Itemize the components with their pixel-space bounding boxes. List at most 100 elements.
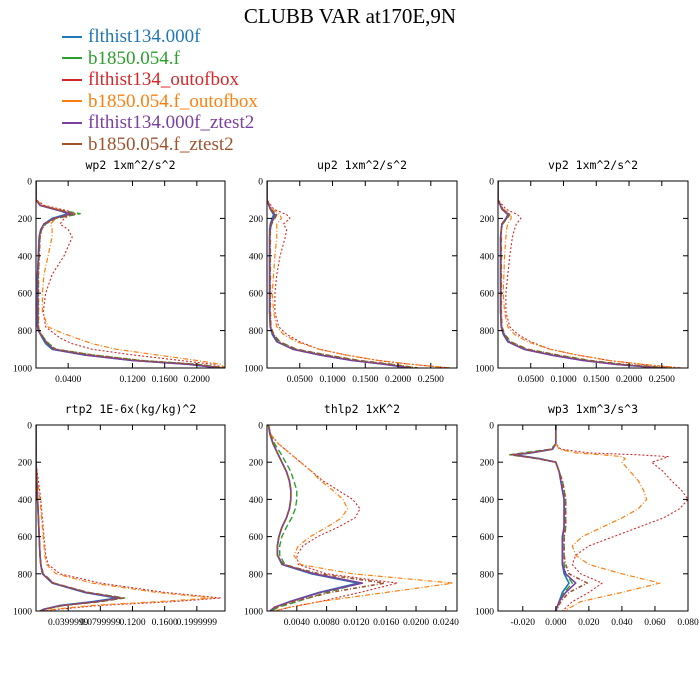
x-tick-label: 0.2000 [184, 375, 210, 385]
legend-label: b1850.054.f_outofbox [88, 90, 258, 112]
legend-swatch [62, 121, 82, 124]
series-line-flthist134.000f [36, 181, 222, 368]
x-tick-label: 0.0040 [284, 618, 310, 628]
legend-swatch [62, 35, 82, 38]
y-tick-label: 200 [480, 215, 495, 225]
x-tick-label: 0.0200 [403, 618, 429, 628]
chart-panel: up2 1xm^2/s^2 0.0500 0.1000 0.1500 0.2000 0.2… [244, 158, 458, 385]
legend-swatch [62, 78, 82, 81]
series-line-b1850.054.f_ztest2 [267, 181, 418, 368]
y-tick-label: 400 [480, 496, 495, 506]
legend-item: flthist134.000f [62, 26, 258, 48]
y-tick-label: 400 [18, 496, 33, 506]
x-tick-label: 0.0400 [55, 375, 81, 385]
y-tick-label: 600 [480, 533, 495, 543]
y-tick-label: 0 [489, 422, 494, 432]
chart-panel: rtp2 1E-6x(kg/kg)^20.03999990.07999990.1… [13, 402, 226, 628]
y-tick-label: 1000 [244, 365, 263, 375]
series-line-b1850.054.f_ztest2 [36, 425, 124, 611]
y-tick-label: 600 [249, 290, 264, 300]
legend-swatch [62, 143, 82, 146]
legend: flthist134.000f b1850.054.f flthist134_o… [62, 26, 258, 155]
x-tick-label: 0.2500 [649, 375, 675, 385]
plot-frame [266, 180, 458, 369]
series-line-flthist134.000f [267, 181, 412, 368]
plot-frame [35, 180, 226, 369]
series-line-b1850.054.f_outofbox [498, 181, 682, 368]
legend-label: flthist134_outofbox [88, 69, 239, 90]
y-tick-label: 200 [18, 215, 33, 225]
y-tick-label: 200 [480, 459, 495, 469]
legend-label: b1850.054.f_ztest2 [88, 133, 234, 155]
series-group [498, 181, 682, 368]
plot-frame [35, 424, 226, 612]
panel-title: rtp2 1E-6x(kg/kg)^2 [65, 402, 197, 416]
y-tick-label: 400 [18, 252, 33, 262]
x-tick-label: 0.1200 [119, 618, 145, 628]
figure-title: CLUBB VAR at170E,9N [243, 4, 457, 28]
legend-item: flthist134.000f_ztest2 [62, 112, 258, 134]
legend-swatch [62, 57, 82, 60]
y-tick-label: 800 [480, 570, 495, 580]
series-line-flthist134.000f_ztest2 [267, 181, 412, 368]
series-line-b1850.054.f_outofbox [555, 425, 661, 611]
x-tick-label: 0.2000 [385, 375, 411, 385]
x-tick-label: 0.1500 [352, 375, 378, 385]
series-line-flthist134.000f [498, 181, 662, 368]
plot-frame [266, 424, 458, 612]
panel-title: vp2 1xm^2/s^2 [548, 158, 638, 172]
x-tick-label: 0.020 [578, 618, 600, 628]
y-tick-label: 600 [18, 533, 33, 543]
plot-frame [497, 180, 689, 369]
y-tick-label: 800 [18, 327, 33, 337]
x-tick-label: 0.1000 [550, 375, 576, 385]
series-line-b1850.054.f_outofbox [267, 425, 454, 611]
y-tick-label: 1000 [475, 365, 494, 375]
series-line-b1850.054.f [36, 425, 126, 611]
y-tick-label: 200 [18, 459, 33, 469]
series-line-flthist134_outofbox [555, 425, 688, 611]
series-line-flthist134.000f_ztest2 [36, 425, 122, 611]
series-line-b1850.054.f_ztest2 [267, 425, 386, 611]
y-tick-label: 800 [249, 327, 264, 337]
x-tick-label: 0.1200 [119, 375, 145, 385]
series-line-flthist134.000f [267, 425, 359, 611]
x-tick-label: -0.020 [511, 618, 536, 628]
series-line-flthist134_outofbox [267, 181, 451, 368]
chart-panel: vp2 1xm^2/s^2 0.0500 0.1000 0.1500 0.2000 0.2… [475, 158, 689, 385]
legend-label: b1850.054.f [88, 47, 180, 69]
series-line-b1850.054.f_outofbox [36, 425, 214, 611]
series-line-b1850.054.f [508, 425, 573, 611]
y-tick-label: 200 [249, 215, 264, 225]
panel-title: wp2 1xm^2/s^2 [85, 158, 175, 172]
plot-frame [497, 424, 689, 612]
x-tick-label: 0.0160 [373, 618, 399, 628]
y-tick-label: 0 [258, 422, 263, 432]
x-tick-label: 0.0500 [518, 375, 544, 385]
legend-label: flthist134.000f_ztest2 [88, 112, 255, 133]
y-tick-label: 1000 [475, 608, 494, 618]
series-line-flthist134_outofbox [498, 181, 682, 368]
series-group [36, 181, 225, 368]
legend-item: b1850.054.f [62, 48, 258, 70]
y-tick-label: 400 [249, 252, 264, 262]
series-group [36, 425, 222, 611]
series-line-b1850.054.f_ztest2 [36, 181, 225, 368]
y-tick-label: 600 [18, 290, 33, 300]
chart-panel: wp3 1xm^3/s^3 -0.020 0.000 0.020 0.040 0.060 0… [475, 402, 699, 628]
series-line-b1850.054.f_ztest2 [510, 425, 589, 611]
x-tick-label: 0.1000 [319, 375, 345, 385]
series-line-flthist134.000f_ztest2 [512, 425, 577, 611]
panel-title: up2 1xm^2/s^2 [317, 158, 407, 172]
series-line-flthist134.000f_ztest2 [36, 181, 222, 368]
y-tick-label: 800 [249, 570, 264, 580]
x-tick-label: 0.2000 [616, 375, 642, 385]
legend-item: b1850.054.f_outofbox [62, 91, 258, 113]
y-tick-label: 800 [18, 570, 33, 580]
series-line-flthist134_outofbox [267, 425, 398, 611]
y-tick-label: 800 [480, 327, 495, 337]
series-line-b1850.054.f [267, 181, 418, 368]
y-tick-label: 1000 [13, 365, 32, 375]
x-tick-label: 0.040 [611, 618, 633, 628]
